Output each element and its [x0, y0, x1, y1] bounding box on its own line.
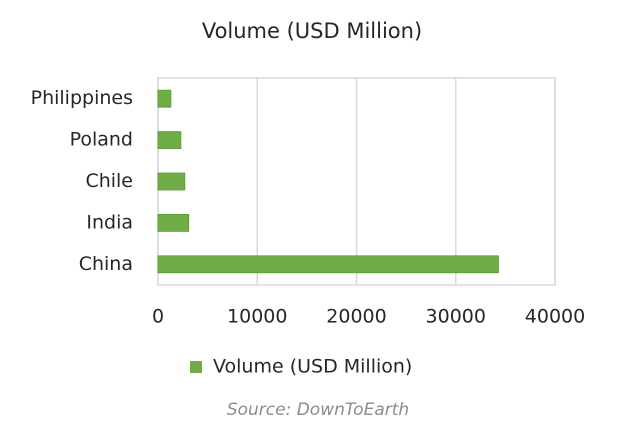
bar [157, 172, 186, 191]
x-tick-label: 0 [152, 306, 164, 328]
bar [157, 131, 182, 150]
y-tick-label: Poland [70, 129, 133, 151]
bar [157, 213, 190, 232]
x-tick-label: 20000 [326, 306, 386, 328]
chart-title: Volume (USD Million) [202, 19, 422, 43]
bar [157, 89, 172, 108]
x-tick-label: 30000 [426, 306, 486, 328]
legend-swatch [190, 361, 202, 373]
y-tick-label: Chile [85, 170, 133, 192]
legend-label: Volume (USD Million) [213, 356, 412, 378]
source-note: Source: DownToEarth [227, 400, 409, 420]
bar [157, 255, 499, 274]
y-tick-label: China [79, 253, 133, 275]
x-tick-label: 40000 [525, 306, 585, 328]
y-tick-label: Philippines [31, 87, 133, 109]
x-tick-label: 10000 [227, 306, 287, 328]
y-tick-label: India [86, 211, 133, 233]
